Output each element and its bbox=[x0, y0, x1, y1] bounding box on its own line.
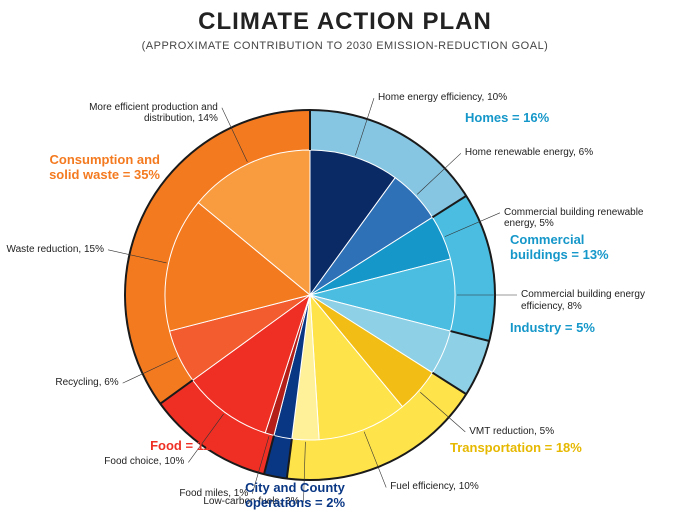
slice-label: Home energy efficiency, 10% bbox=[378, 92, 507, 104]
category-label: Consumption andsolid waste = 35% bbox=[10, 152, 160, 182]
category-label: Transportation = 18% bbox=[450, 440, 582, 455]
slice-label: More efficient production and distributi… bbox=[68, 102, 218, 125]
slice-label: Recycling, 6% bbox=[55, 377, 118, 389]
slice-label: VMT reduction, 5% bbox=[469, 426, 554, 438]
category-label: Food = 11% bbox=[72, 438, 222, 453]
category-label: Industry = 5% bbox=[510, 320, 595, 335]
slice-label: Food choice, 10% bbox=[104, 456, 184, 468]
slice-label: Fuel efficiency, 10% bbox=[390, 481, 479, 493]
category-label: Homes = 16% bbox=[465, 110, 549, 125]
slice-label: Home renewable energy, 6% bbox=[465, 147, 593, 159]
chart-container: { "title": "CLIMATE ACTION PLAN", "title… bbox=[0, 0, 690, 516]
category-label: Commercialbuildings = 13% bbox=[510, 232, 609, 262]
slice-label: Commercial building energy efficiency, 8… bbox=[521, 289, 671, 312]
slice-label: Commercial building renewable energy, 5% bbox=[504, 207, 654, 230]
category-label: City and Countyoperations = 2% bbox=[210, 480, 380, 510]
slice-label: Waste reduction, 15% bbox=[7, 244, 104, 256]
